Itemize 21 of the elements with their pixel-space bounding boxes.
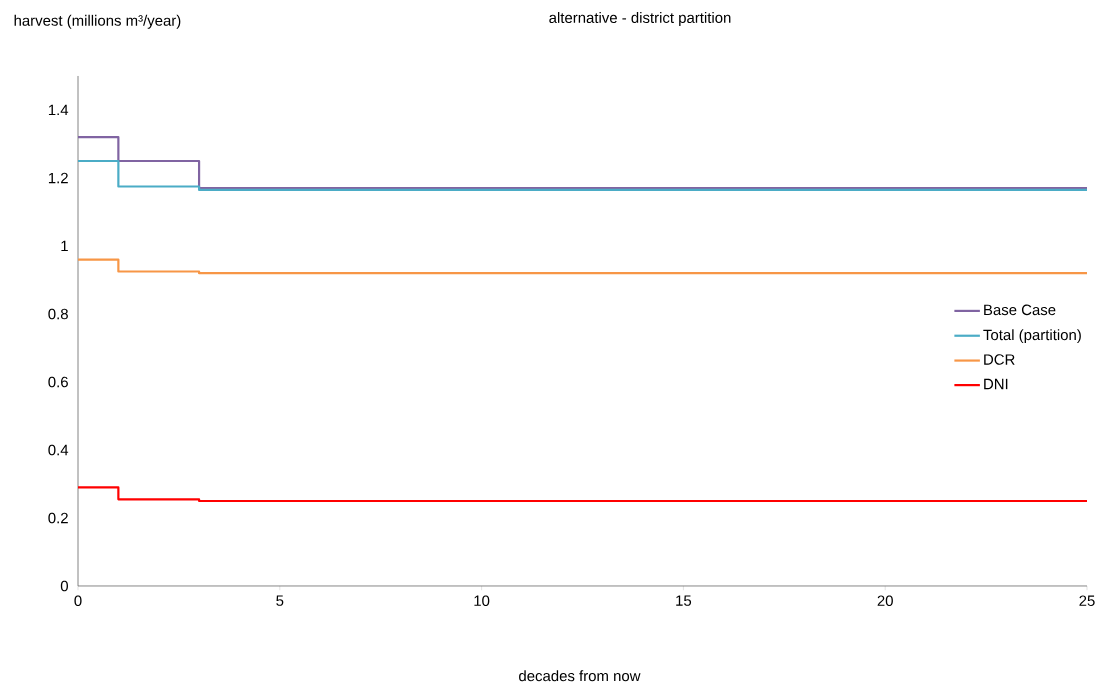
x-tick-label: 10 (474, 595, 490, 606)
y-tick-label: 0 (60, 580, 68, 592)
y-tick-label: 0.4 (48, 444, 69, 456)
y-tick-label: 0.8 (48, 308, 68, 320)
x-tick-label: 20 (877, 595, 893, 606)
x-tick-label: 15 (676, 595, 692, 606)
legend-label: DNI (984, 378, 1008, 390)
legend-label: Total (partition) (983, 329, 1081, 344)
x-axis-title: decades from now (519, 670, 641, 682)
legend-label: Base Case (984, 304, 1056, 316)
y-tick-label: 1 (61, 240, 68, 252)
x-tick-label: 0 (74, 595, 82, 606)
x-tick-label: 5 (276, 595, 284, 606)
x-tick-label: 25 (1079, 595, 1095, 606)
y-tick-label: 0.2 (48, 512, 68, 524)
legend-label: DCR (984, 354, 1015, 365)
chart-title: alternative - district partition (549, 12, 731, 26)
y-tick-label: 1.2 (48, 172, 68, 184)
y-tick-label: 1.4 (48, 104, 69, 116)
y-tick-label: 0.6 (48, 376, 68, 388)
y-axis-title: harvest (millions m³/year) (14, 14, 181, 29)
